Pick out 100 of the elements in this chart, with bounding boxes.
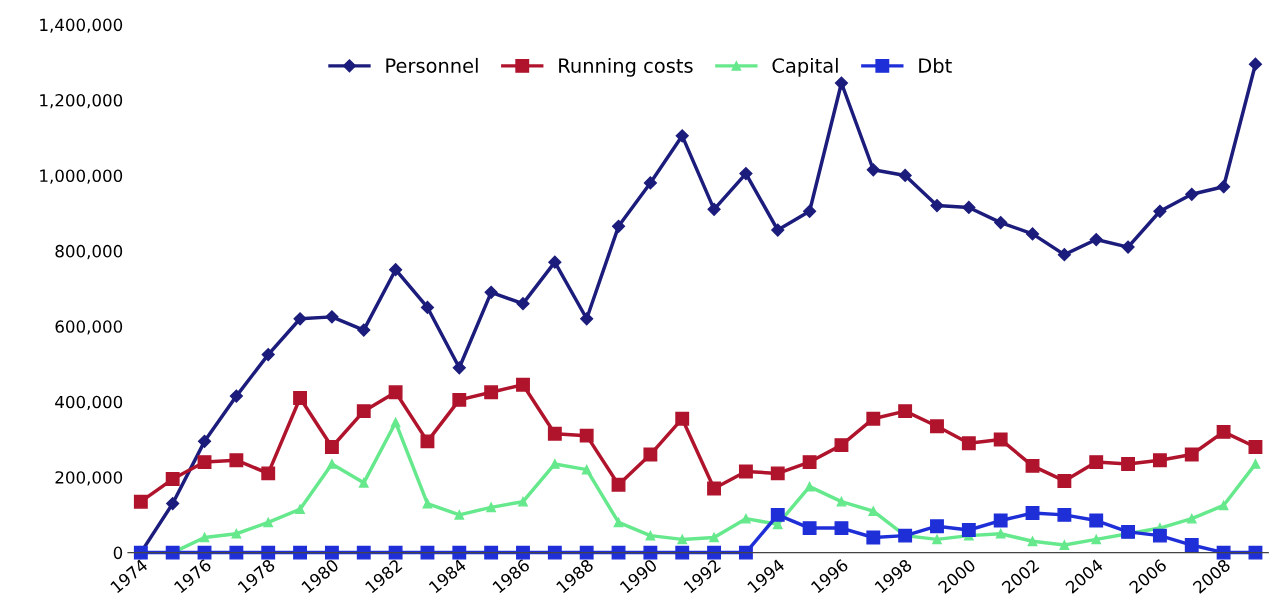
point: [643, 176, 657, 190]
point: [741, 513, 751, 524]
point: [675, 545, 690, 560]
point: [834, 438, 849, 453]
point: [327, 459, 337, 469]
y-tick-label: 1,200,000: [40, 93, 123, 109]
point: [229, 389, 243, 403]
point: [1057, 248, 1071, 262]
point: [579, 428, 594, 443]
point: [390, 417, 401, 428]
point: [770, 507, 785, 522]
point: [1184, 447, 1199, 462]
point: [1057, 473, 1072, 488]
point: [356, 404, 371, 419]
point: [388, 385, 403, 400]
point: [1027, 536, 1038, 547]
point: [197, 455, 212, 470]
point: [771, 223, 785, 237]
point: [261, 347, 275, 362]
point: [516, 297, 530, 311]
point: [930, 419, 944, 434]
point: [324, 545, 339, 560]
point: [231, 528, 242, 539]
y-tick-label: 1,400,000: [40, 18, 123, 33]
point: [834, 76, 849, 90]
point: [802, 455, 817, 470]
legend-label: Dbt: [919, 57, 952, 73]
point: [452, 545, 467, 560]
legend-label: Capital: [772, 57, 838, 77]
point: [866, 530, 881, 545]
point: [199, 532, 210, 543]
y-tick-label: 800,000: [55, 244, 123, 260]
point: [518, 496, 528, 507]
point: [675, 411, 690, 426]
point: [738, 464, 753, 479]
point: [261, 466, 276, 481]
point: [549, 459, 560, 469]
point: [358, 477, 369, 488]
point: [1250, 459, 1261, 469]
point: [677, 534, 688, 545]
point: [165, 472, 180, 486]
point: [388, 545, 403, 560]
point: [961, 523, 976, 537]
point: [484, 285, 498, 299]
point: [834, 521, 849, 536]
point: [804, 481, 815, 492]
point: [866, 411, 881, 426]
point: [1248, 57, 1263, 71]
point: [709, 532, 719, 543]
point: [229, 453, 244, 468]
point: [611, 219, 626, 233]
point: [611, 477, 626, 492]
y-tick-label: 400,000: [55, 395, 123, 410]
point: [739, 166, 753, 181]
legend-label: Personnel: [386, 57, 478, 73]
point: [516, 545, 530, 560]
point: [547, 545, 562, 560]
point: [547, 426, 562, 441]
point: [1091, 534, 1102, 545]
point: [293, 545, 308, 560]
point: [1184, 538, 1199, 553]
point: [1153, 204, 1167, 218]
point: [1216, 545, 1231, 560]
point: [324, 440, 339, 454]
point: [581, 464, 592, 475]
point: [995, 528, 1006, 539]
point: [898, 168, 912, 183]
point: [452, 392, 467, 407]
point: [994, 215, 1008, 230]
point: [961, 436, 976, 451]
legend-label: Running costs: [559, 57, 693, 77]
point: [613, 517, 624, 528]
point: [1025, 458, 1040, 473]
point: [1089, 513, 1104, 528]
point: [548, 255, 562, 269]
point: [420, 434, 435, 449]
point: [932, 534, 942, 545]
point: [1186, 513, 1197, 524]
point: [738, 545, 753, 560]
point: [452, 361, 466, 375]
point: [1025, 227, 1040, 241]
point: [836, 496, 847, 507]
point: [293, 312, 307, 326]
point: [486, 502, 497, 513]
point: [1121, 457, 1136, 471]
point: [1121, 240, 1135, 254]
point: [1152, 453, 1167, 468]
point: [1216, 424, 1231, 439]
y-tick-label: 1,000,000: [40, 169, 123, 184]
point: [484, 545, 499, 560]
point: [1057, 507, 1072, 522]
y-tick-label: 200,000: [55, 471, 123, 486]
point: [770, 466, 785, 481]
point: [422, 498, 433, 509]
point: [962, 200, 976, 215]
point: [580, 312, 594, 326]
point: [197, 434, 212, 448]
point: [293, 391, 308, 405]
point: [645, 530, 656, 541]
point: [325, 310, 339, 324]
